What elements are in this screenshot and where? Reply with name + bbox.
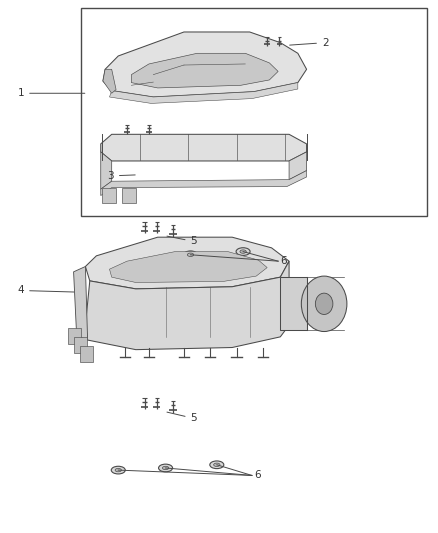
- Polygon shape: [103, 32, 307, 97]
- Polygon shape: [101, 171, 307, 196]
- Polygon shape: [74, 266, 88, 340]
- Polygon shape: [110, 252, 267, 282]
- Polygon shape: [280, 277, 307, 330]
- Text: 5: 5: [167, 236, 197, 246]
- Circle shape: [301, 276, 347, 332]
- Text: 6: 6: [254, 471, 261, 480]
- Ellipse shape: [111, 466, 125, 474]
- Text: 1: 1: [18, 88, 85, 98]
- Polygon shape: [103, 69, 116, 93]
- Text: 5: 5: [167, 412, 197, 423]
- Polygon shape: [85, 261, 289, 350]
- Bar: [81, 8, 427, 216]
- Text: 6: 6: [280, 256, 287, 266]
- Ellipse shape: [214, 463, 220, 466]
- Text: 3: 3: [107, 171, 135, 181]
- Ellipse shape: [184, 251, 198, 259]
- Polygon shape: [289, 152, 307, 180]
- Ellipse shape: [115, 469, 121, 472]
- Polygon shape: [131, 53, 278, 88]
- Polygon shape: [68, 328, 81, 344]
- Ellipse shape: [162, 466, 169, 470]
- Ellipse shape: [210, 461, 224, 469]
- Ellipse shape: [240, 250, 246, 253]
- Polygon shape: [74, 337, 87, 353]
- Polygon shape: [110, 83, 298, 103]
- Ellipse shape: [236, 248, 250, 255]
- Polygon shape: [102, 188, 116, 203]
- Circle shape: [315, 293, 333, 314]
- Polygon shape: [101, 134, 307, 161]
- Polygon shape: [85, 237, 289, 289]
- Text: 2: 2: [290, 38, 328, 47]
- Ellipse shape: [187, 253, 194, 256]
- Polygon shape: [80, 346, 93, 362]
- Text: 4: 4: [18, 286, 74, 295]
- Ellipse shape: [159, 464, 173, 472]
- Polygon shape: [101, 152, 112, 189]
- Polygon shape: [122, 188, 136, 203]
